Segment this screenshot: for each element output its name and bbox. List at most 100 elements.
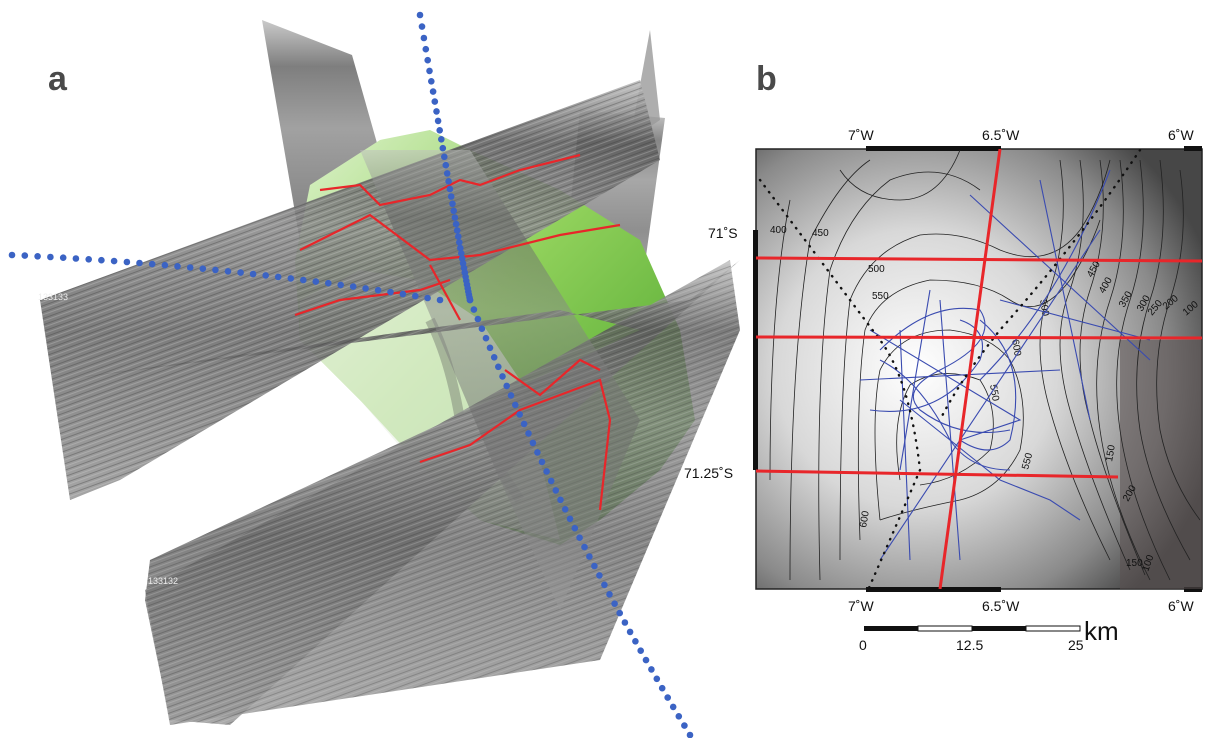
contour-label-150-b: 150 (1126, 558, 1143, 569)
nav-dot-3 (422, 45, 430, 53)
nav-dot-0 (416, 11, 424, 19)
seismic-lines (756, 149, 1202, 589)
nav-dot-61 (552, 487, 560, 494)
nav-dot-60 (547, 477, 555, 485)
nav-dot-45 (482, 334, 490, 342)
bottom-tick-7w: 7˚W (848, 598, 874, 614)
nav-dot-79 (642, 656, 650, 664)
contour-label-500: 500 (868, 264, 885, 275)
contour-line-9 (1136, 159, 1191, 561)
nav-dot-57 (534, 449, 541, 456)
nav-dot-85 (675, 713, 683, 720)
nav-dot-16 (443, 170, 451, 177)
nav-dot-87 (686, 731, 694, 738)
nav-dot-47 (490, 354, 498, 361)
ship-track-4 (879, 229, 1101, 561)
nav-dot-53 (516, 411, 523, 418)
dotted-ship-track-2 (938, 149, 1142, 422)
nav-dot-19 (447, 193, 455, 200)
scale-bar-tick-0: 0 (859, 637, 867, 653)
contour-line-10 (1156, 169, 1201, 521)
nav-dot-52 (512, 401, 519, 409)
panel-b-map: 400 450 500 550 600 550 500 450 400 350 … (684, 127, 1203, 653)
scale-bar-seg-1 (864, 626, 918, 631)
nav-dot-58 (538, 458, 546, 466)
nav-dot-96 (110, 257, 118, 265)
nav-dot-118 (387, 288, 394, 296)
contour-line-15 (839, 149, 961, 201)
contour-label-150: 150 (1104, 444, 1118, 463)
nav-dot-98 (136, 259, 143, 267)
nav-dot-27 (457, 244, 464, 252)
nav-dot-109 (274, 273, 282, 281)
ship-track-13 (959, 319, 1017, 451)
nav-dot-121 (424, 294, 431, 302)
map-dark-east (1120, 340, 1202, 589)
nav-dot-5 (426, 67, 433, 75)
seismic-line-1 (756, 256, 1202, 263)
nav-dot-81 (653, 675, 661, 683)
nav-dot-6 (428, 78, 435, 85)
nav-dot-84 (669, 703, 677, 711)
nav-dot-13 (439, 144, 447, 152)
nav-dot-11 (436, 127, 444, 134)
nav-dot-65 (571, 524, 579, 532)
contour-label-550-b: 550 (987, 384, 1001, 403)
nav-dot-115 (349, 283, 357, 290)
seabed-trace-5 (504, 358, 601, 397)
nav-dot-103 (199, 265, 207, 273)
seabed-trace-2 (299, 213, 621, 262)
top-tick-6w: 6˚W (1168, 127, 1194, 143)
nav-dot-100 (161, 261, 169, 269)
nav-dot-99 (148, 260, 156, 268)
contour-line-3 (839, 159, 1111, 561)
contour-label-400: 400 (770, 225, 787, 236)
nav-dot-91 (47, 253, 54, 261)
nav-dot-89 (21, 252, 29, 259)
nav-dot-54 (520, 420, 528, 428)
ship-navigation-dots (8, 11, 694, 738)
ship-track-5 (869, 329, 1022, 441)
nav-dot-10 (434, 117, 442, 125)
nav-dot-78 (637, 647, 644, 654)
map-frame-tick-top-2 (1184, 146, 1202, 151)
seismic-line-4 (938, 149, 1002, 589)
scale-bar-seg-3 (972, 626, 1026, 631)
seismic-line-3 (756, 469, 1119, 479)
nav-dot-21 (450, 207, 458, 215)
contour-label-600-b: 600 (858, 510, 872, 529)
ship-track-8 (859, 369, 1061, 381)
nav-dot-83 (664, 694, 671, 701)
seabed-trace-3 (294, 278, 451, 317)
nav-dot-42 (470, 306, 478, 313)
contour-line-14 (769, 199, 791, 481)
nav-dot-55 (525, 430, 532, 437)
nav-dot-113 (325, 279, 332, 287)
nav-dot-64 (566, 515, 574, 523)
nav-dot-50 (503, 382, 511, 390)
nav-dot-105 (224, 268, 232, 275)
bottom-tick-6w: 6˚W (1168, 598, 1194, 614)
seabed-trace-1 (319, 153, 581, 207)
nav-dot-95 (98, 256, 105, 264)
scale-bar-tick-12-5: 12.5 (956, 637, 983, 653)
contour-label-550: 550 (872, 291, 889, 302)
nav-dot-74 (616, 609, 623, 617)
map-frame-tick-bottom-2 (1184, 587, 1202, 592)
contour-line-1 (789, 159, 871, 581)
nav-dot-1 (418, 23, 426, 30)
nav-dot-2 (420, 34, 428, 42)
contour-line-12 (1059, 159, 1131, 571)
nav-dot-112 (312, 278, 320, 285)
seabed-trace-6 (429, 264, 461, 321)
nav-dot-73 (611, 600, 618, 607)
contour-line-13 (1079, 159, 1146, 576)
nav-dot-15 (442, 161, 450, 169)
ship-track-12 (939, 299, 961, 561)
nav-dot-20 (449, 200, 456, 208)
nav-dot-82 (658, 684, 666, 692)
profile-label-133133: 133133 (38, 292, 68, 302)
nav-dot-71 (601, 581, 608, 589)
nav-dot-28 (458, 250, 465, 257)
